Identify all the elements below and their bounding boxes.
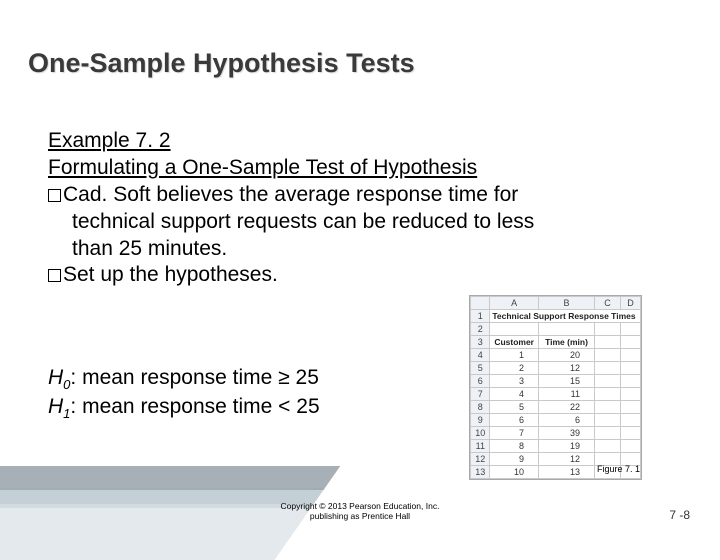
checkbox-icon (48, 269, 61, 282)
table-row: 966 (471, 414, 641, 427)
body-text: Example 7. 2 Formulating a One-Sample Te… (48, 128, 608, 289)
table-row: 11819 (471, 440, 641, 453)
slide-title: One-Sample Hypothesis Tests (28, 48, 415, 79)
col-header-row: A B C D (471, 297, 641, 310)
blank-row: 2 (471, 323, 641, 336)
checkbox-icon (48, 189, 61, 202)
table-row: 4120 (471, 349, 641, 362)
example-label: Example 7. 2 (48, 129, 171, 152)
h0-line: H0: mean response time ≥ 25 (48, 365, 320, 394)
sub-hdr-b: Time (min) (539, 336, 595, 349)
bullet-1-line-2: technical support requests can be reduce… (72, 210, 534, 233)
spreadsheet-table: A B C D 1 Technical Support Response Tim… (470, 296, 641, 479)
col-hdr: D (621, 297, 641, 310)
sub-hdr-a: Customer (490, 336, 539, 349)
spreadsheet: A B C D 1 Technical Support Response Tim… (469, 295, 642, 480)
table-row: 6315 (471, 375, 641, 388)
figure-label: Figure 7. 1 (597, 464, 640, 474)
table-row: 5212 (471, 362, 641, 375)
table-row: 10739 (471, 427, 641, 440)
col-hdr: A (490, 297, 539, 310)
row-hdr: 1 (471, 310, 490, 323)
row-hdr: 2 (471, 323, 490, 336)
copyright: Copyright © 2013 Pearson Education, Inc.… (0, 502, 720, 522)
table-row: 7411 (471, 388, 641, 401)
col-hdr: B (539, 297, 595, 310)
sub-header-row: 3 Customer Time (min) (471, 336, 641, 349)
h1-line: H1: mean response time < 25 (48, 394, 320, 423)
bullet-1-line-3: than 25 minutes. (72, 237, 227, 260)
page-number: 7 -8 (669, 508, 690, 522)
corner-cell (471, 297, 490, 310)
bullet-2: Set up the hypotheses. (63, 263, 278, 286)
col-hdr: C (595, 297, 621, 310)
sheet-title-row: 1 Technical Support Response Times (471, 310, 641, 323)
row-hdr: 3 (471, 336, 490, 349)
table-row: 8522 (471, 401, 641, 414)
subtitle: Formulating a One-Sample Test of Hypothe… (48, 156, 477, 179)
bullet-1-line-1: Cad. Soft believes the average response … (63, 183, 518, 206)
decorative-stripes (0, 430, 366, 560)
hypotheses: H0: mean response time ≥ 25 H1: mean res… (48, 365, 320, 423)
sheet-title: Technical Support Response Times (490, 310, 641, 323)
